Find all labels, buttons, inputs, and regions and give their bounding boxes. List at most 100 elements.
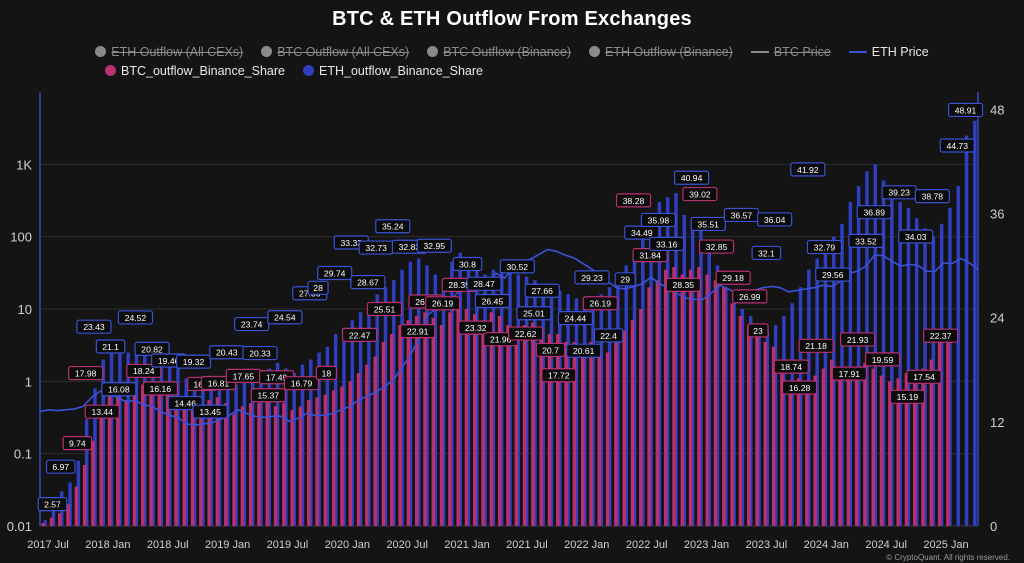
btc-share-bar <box>473 314 477 526</box>
data-label-text: 33.33 <box>341 238 363 248</box>
btc-share-bar <box>481 320 485 526</box>
data-label-text: 26.45 <box>482 296 504 306</box>
data-label-box <box>535 342 566 358</box>
legend-item-eth-outflow-all-cexs[interactable]: ETH Outflow (All CEXs) <box>95 45 243 59</box>
data-label-text: 34.03 <box>905 232 927 242</box>
data-label-text: 17.72 <box>548 371 570 381</box>
eth-share-bar <box>524 276 529 526</box>
data-label-box <box>614 272 636 287</box>
btc-share-bar <box>896 378 900 526</box>
eth-share-bar <box>134 346 139 526</box>
chart-credit: © CryptoQuant. All rights reserved. <box>886 553 1010 562</box>
data-label-box <box>250 388 286 403</box>
eth-share-bar <box>159 352 164 526</box>
x-tick-label: 2018 Jan <box>85 539 130 551</box>
eth-share-bar <box>234 384 238 526</box>
legend-item-btc-outflow-binance[interactable]: BTC Outflow (Binance) <box>427 45 571 59</box>
eth-share-bar <box>607 287 612 526</box>
btc-share-bar <box>265 400 270 526</box>
bars-btc <box>41 267 950 526</box>
data-label-text: 30.52 <box>507 262 529 272</box>
data-label-text: 28.67 <box>357 278 379 288</box>
btc-share-bar <box>141 384 145 526</box>
eth-share-bar <box>649 214 653 527</box>
data-label-box <box>674 170 710 185</box>
data-label-text: 31.84 <box>639 251 661 261</box>
eth-share-bar <box>591 298 595 526</box>
btc-share-bar <box>821 368 826 526</box>
x-tick-label: 2020 Jul <box>386 539 428 551</box>
data-label-text: 20.33 <box>249 348 271 358</box>
eth-share-bar <box>325 346 330 526</box>
data-label-text: 32.1 <box>758 248 775 258</box>
data-label-text: 15.37 <box>258 391 280 401</box>
data-label-text: 38.28 <box>623 196 645 206</box>
legend-item-eth-price[interactable]: ETH Price <box>848 45 929 59</box>
data-label-box <box>499 259 535 274</box>
eth-share-bar <box>674 193 678 526</box>
eth-share-bar <box>724 287 728 526</box>
legend-item-btc-outflow-binance-share[interactable]: BTC_outflow_Binance_Share <box>105 64 285 78</box>
eth-share-bar <box>823 247 828 526</box>
dot-swatch <box>105 65 116 76</box>
btc-share-bar <box>199 403 203 526</box>
data-label-text: 21.18 <box>805 341 827 351</box>
eth-share-bar <box>109 346 114 526</box>
btc-share-bar <box>282 403 286 526</box>
data-label-text: 25.51 <box>374 304 396 314</box>
eth-share-bar <box>790 303 794 526</box>
btc-share-bar <box>556 334 560 526</box>
data-label-box <box>790 162 826 177</box>
btc-share-bar <box>904 373 909 526</box>
btc-share-bar <box>307 400 311 526</box>
btc-share-bar <box>871 368 875 526</box>
data-label-box <box>307 280 329 295</box>
data-label-text: 17.54 <box>913 372 935 382</box>
data-label-box <box>95 339 126 354</box>
btc-share-bar <box>489 312 494 526</box>
legend-item-btc-price[interactable]: BTC Price <box>750 45 831 59</box>
legend-label: BTC Outflow (Binance) <box>443 44 572 59</box>
data-label-text: 21.96 <box>490 335 512 345</box>
btc-share-bar <box>82 464 87 526</box>
btc-share-bar <box>605 352 610 526</box>
data-label-text: 38.78 <box>922 192 944 202</box>
data-label-box <box>62 436 93 451</box>
data-label-text: 32.79 <box>814 242 836 252</box>
data-label-text: 20.61 <box>573 346 595 356</box>
legend-item-eth-outflow-binance[interactable]: ETH Outflow (Binance) <box>589 45 733 59</box>
legend-item-btc-outflow-all-cexs[interactable]: BTC Outflow (All CEXs) <box>261 45 409 59</box>
data-label-box <box>458 320 494 335</box>
x-tick-label: 2022 Jan <box>564 539 609 551</box>
eth-share-bar <box>126 352 130 526</box>
eth-share-bar <box>898 202 902 526</box>
data-label-text: 19.59 <box>872 355 894 365</box>
data-label-text: 9.74 <box>69 439 86 449</box>
data-label-text: 35.98 <box>648 215 670 225</box>
y-right-tick: 12 <box>990 415 1004 430</box>
btc-share-bar <box>564 341 568 526</box>
btc-share-bar <box>589 341 593 526</box>
eth-share-bar <box>856 186 861 526</box>
data-label-box <box>798 338 834 353</box>
eth-share-bar <box>499 265 504 526</box>
data-label-box <box>840 332 876 347</box>
legend-item-eth-outflow-binance-share[interactable]: ETH_outflow_Binance_Share <box>303 64 483 78</box>
data-label-box <box>690 216 726 232</box>
data-label-box <box>864 352 901 367</box>
btc-share-bar <box>913 381 917 526</box>
data-label-box <box>815 267 851 282</box>
btc-share-bar <box>580 346 585 526</box>
btc-share-bar <box>132 390 137 526</box>
data-label-text: 36.04 <box>764 215 786 225</box>
y-left-tick: 1K <box>16 157 32 172</box>
data-label-text: 17.65 <box>233 371 255 381</box>
btc-share-bar <box>614 341 618 526</box>
data-label-text: 15.19 <box>897 392 919 402</box>
btc-share-bar <box>497 316 502 526</box>
btc-share-bar <box>232 414 236 526</box>
eth-share-bar <box>956 186 960 526</box>
btc-share-bar <box>406 320 411 526</box>
data-label-text: 40.94 <box>681 173 703 183</box>
btc-share-bar <box>290 410 294 526</box>
